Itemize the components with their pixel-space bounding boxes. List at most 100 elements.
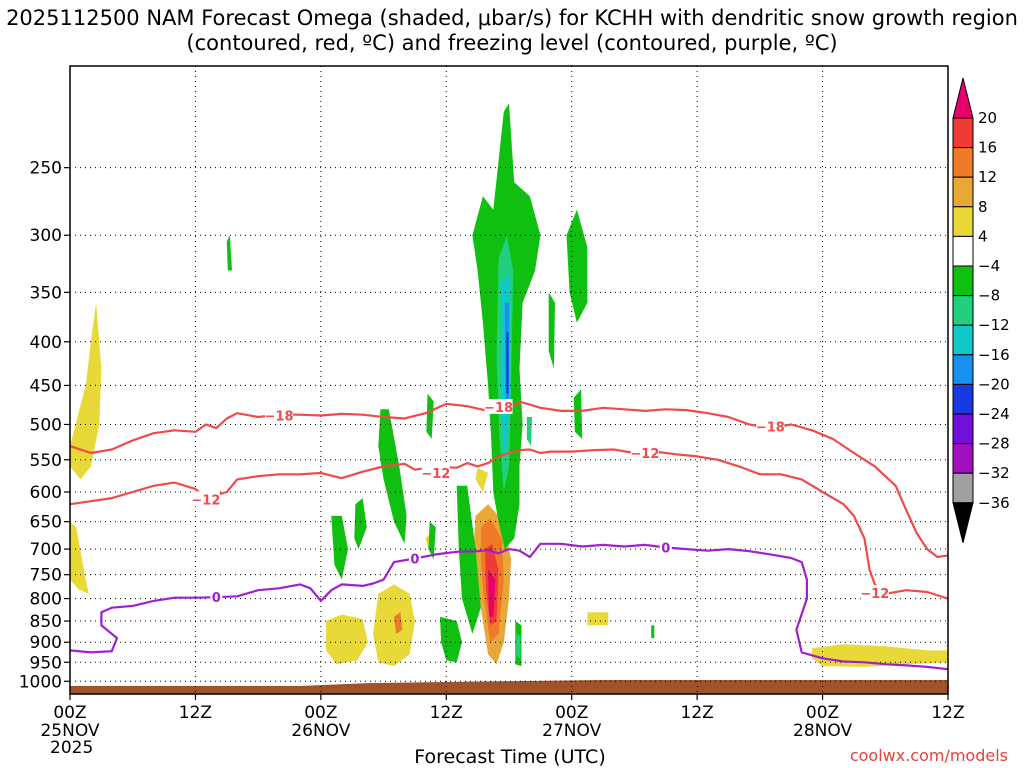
omega-region-19 xyxy=(354,498,367,550)
contour-label-8: 0 xyxy=(410,553,419,568)
colorbar-label-9: −20 xyxy=(978,375,1010,393)
y-tick-label-1000: 1000 xyxy=(19,672,62,692)
contour-label-2: −18 xyxy=(756,421,785,436)
x-date-label-0: 25NOV xyxy=(40,721,99,741)
y-tick-label-500: 500 xyxy=(30,415,62,435)
omega-region-21 xyxy=(426,393,434,439)
colorbar-label-7: −12 xyxy=(978,316,1010,334)
colorbar-segment-6 xyxy=(952,265,974,297)
contour-label-9: 0 xyxy=(661,542,670,557)
colorbar-segment-13 xyxy=(952,472,974,504)
omega-shading xyxy=(70,103,948,667)
contour-label-bg-6 xyxy=(860,584,889,600)
contour-label-7: 0 xyxy=(212,591,221,606)
x-tick-label-36: 12Z xyxy=(430,703,463,723)
omega-region-6 xyxy=(475,467,489,492)
y-tick-label-400: 400 xyxy=(30,333,62,353)
y-tick-label-750: 750 xyxy=(30,566,62,586)
contour-label-bg-4 xyxy=(421,465,450,481)
colorbar-label-11: −28 xyxy=(978,435,1010,453)
y-tick-label-950: 950 xyxy=(30,653,62,673)
y-tick-label-650: 650 xyxy=(30,513,62,533)
contour-label-bg-0 xyxy=(265,407,294,423)
colorbar-segment-5 xyxy=(952,235,974,267)
y-tick-label-600: 600 xyxy=(30,483,62,503)
colorbar: 20 16 12 8 4 −4 −8 −12 −16 −20 −24 −28 −32 −36 xyxy=(952,77,1010,543)
y-tick-label-550: 550 xyxy=(30,451,62,471)
omega-region-26 xyxy=(651,625,655,639)
contour-labels: −18 −18 −18 −12 −12 −12 −12 0 0 0 xyxy=(191,399,889,606)
x-tick-label-72: 00Z xyxy=(806,703,839,723)
contour-label-bg-1 xyxy=(484,399,513,415)
contour-label-bg-8 xyxy=(408,550,421,566)
contour-label-bg-2 xyxy=(756,418,785,434)
omega-region-17 xyxy=(378,409,407,544)
colorbar-bottom-triangle xyxy=(952,502,974,543)
chart-title: 2025112500 NAM Forecast Omega (shaded, μ… xyxy=(6,6,1018,55)
colorbar-label-6: −8 xyxy=(978,287,1000,305)
contour-label-4: −12 xyxy=(421,467,450,482)
colorbar-label-3: 8 xyxy=(978,198,988,216)
contour-label-bg-5 xyxy=(630,444,659,460)
y-tick-label-850: 850 xyxy=(30,612,62,632)
x-tick-label-60: 12Z xyxy=(681,703,714,723)
x-axis-year: 2025 xyxy=(50,738,94,758)
y-tick-label-300: 300 xyxy=(30,226,62,246)
colorbar-label-0: 20 xyxy=(978,109,997,127)
colorbar-label-1: 16 xyxy=(978,139,997,157)
colorbar-segment-8 xyxy=(952,324,974,356)
colorbar-segment-3 xyxy=(952,176,974,208)
colorbar-segment-7 xyxy=(952,295,974,326)
y-tick-label-350: 350 xyxy=(30,283,62,303)
omega-region-14 xyxy=(566,209,588,323)
omega-region-2 xyxy=(326,614,368,665)
omega-region-11 xyxy=(488,569,496,617)
omega-region-4 xyxy=(587,612,609,626)
omega-region-0 xyxy=(70,302,102,480)
x-tick-label-84: 12Z xyxy=(931,703,964,723)
colorbar-segment-12 xyxy=(952,443,974,474)
contour-label-bg-7 xyxy=(210,589,223,605)
colorbar-segment-9 xyxy=(952,354,974,385)
freezing-level-0-line xyxy=(70,542,948,671)
dendritic-minus12-line xyxy=(70,448,948,600)
y-tick-label-250: 250 xyxy=(30,159,62,179)
contour-label-6: −12 xyxy=(860,587,889,602)
omega-region-3 xyxy=(373,584,415,667)
colorbar-label-2: 12 xyxy=(978,168,997,186)
colorbar-segment-2 xyxy=(952,147,974,178)
contour-label-bg-3 xyxy=(191,491,220,507)
omega-region-1 xyxy=(70,521,89,594)
contour-label-bg-9 xyxy=(659,539,672,555)
omega-region-32 xyxy=(516,633,521,659)
x-date-label-48: 27NOV xyxy=(542,721,601,741)
colorbar-top-triangle xyxy=(952,77,974,119)
omega-region-20 xyxy=(456,485,481,634)
omega-region-16 xyxy=(573,389,583,439)
y-tick-label-900: 900 xyxy=(30,633,62,653)
terrain-fill xyxy=(70,680,948,694)
omega-region-25 xyxy=(226,235,232,271)
y-tick-label-450: 450 xyxy=(30,376,62,396)
colorbar-label-12: −32 xyxy=(978,464,1010,482)
y-tick-label-700: 700 xyxy=(30,540,62,560)
x-date-label-72: 28NOV xyxy=(793,721,852,741)
colorbar-label-13: −36 xyxy=(978,494,1010,512)
colorbar-label-5: −4 xyxy=(978,257,1000,275)
contour-label-0: −18 xyxy=(265,409,294,424)
x-tick-label-0: 00Z xyxy=(53,703,86,723)
colorbar-label-4: 4 xyxy=(978,227,988,245)
terrain-band xyxy=(70,680,948,694)
omega-region-15 xyxy=(548,292,555,369)
plot-frame xyxy=(69,65,949,695)
credit-link[interactable]: coolwx.com/models xyxy=(849,746,1008,765)
omega-region-30 xyxy=(506,332,509,394)
omega-region-22 xyxy=(428,521,436,560)
dendritic-minus18-line xyxy=(70,400,948,559)
x-tick-label-48: 00Z xyxy=(555,703,588,723)
x-date-label-24: 26NOV xyxy=(291,721,350,741)
x-axis-title: Forecast Time (UTC) xyxy=(414,746,606,768)
x-tick-label-24: 00Z xyxy=(304,703,337,723)
contour-label-3: −12 xyxy=(191,493,220,508)
